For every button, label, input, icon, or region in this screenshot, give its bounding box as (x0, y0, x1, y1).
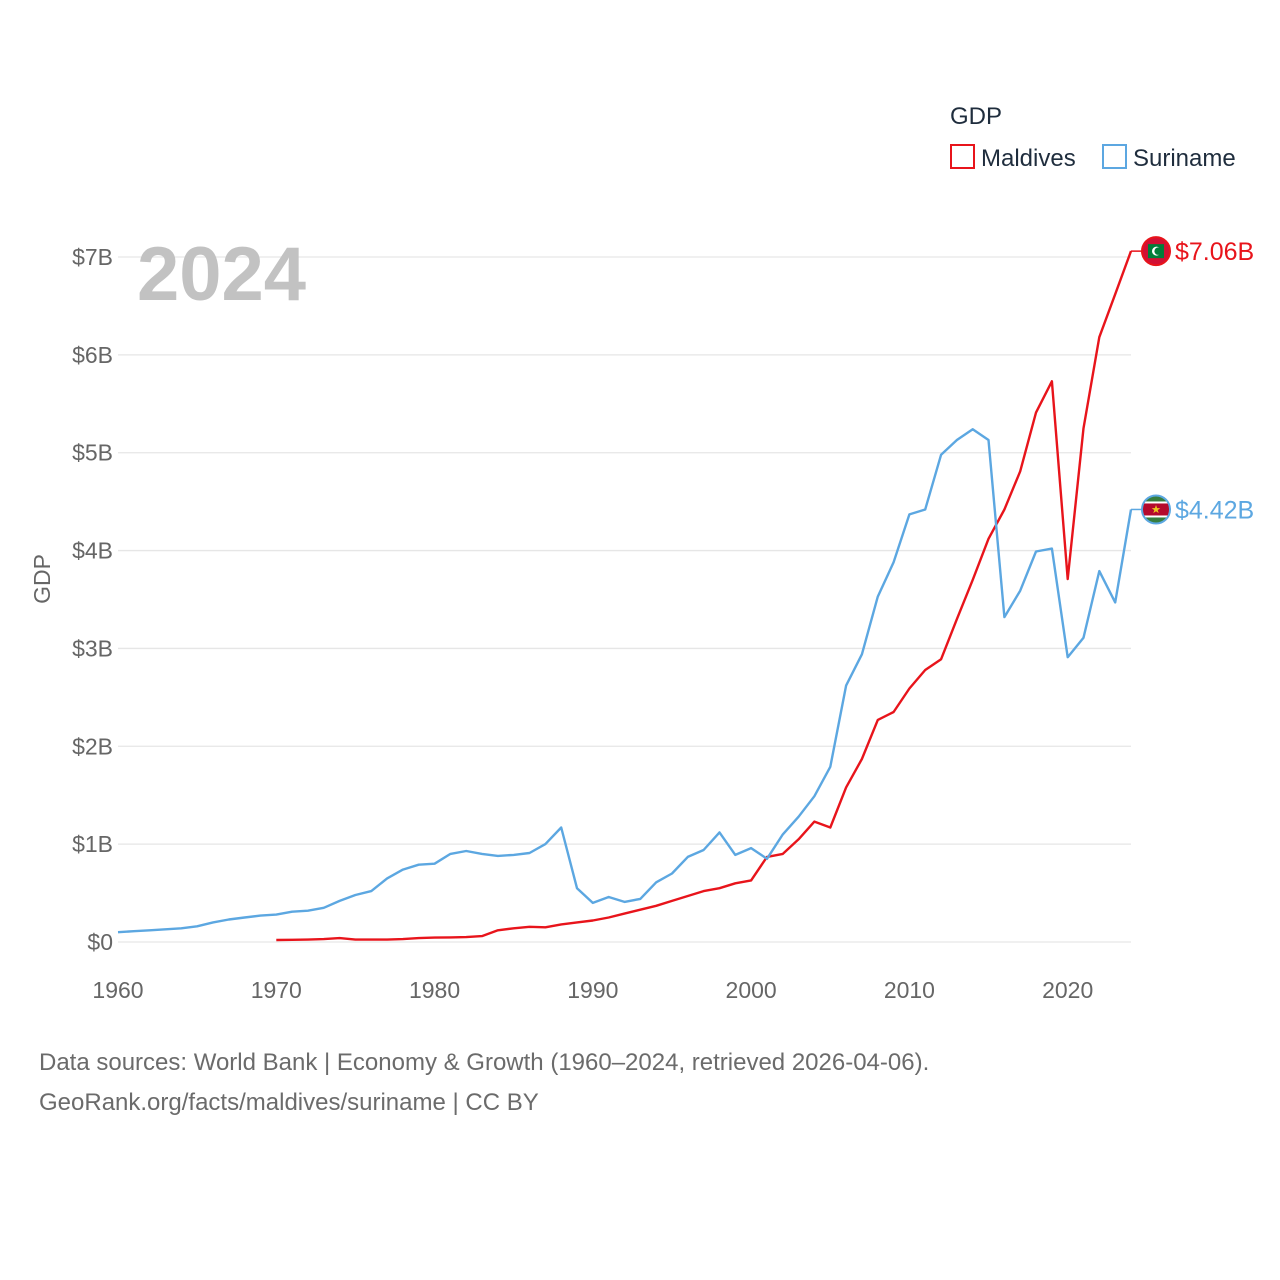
data-source-footer: Data sources: World Bank | Economy & Gro… (39, 1043, 1239, 1123)
y-tick-label: $3B (72, 635, 113, 661)
legend-swatch-suriname (1102, 144, 1127, 169)
x-tick-label: 1970 (251, 977, 302, 1003)
x-tick-label: 1980 (409, 977, 460, 1003)
x-tick-label: 2010 (884, 977, 935, 1003)
legend-title: GDP (950, 103, 1002, 130)
series-end-labels: $7.06B $4.42B (1131, 236, 1254, 525)
end-value-label-maldives: $7.06B (1175, 238, 1254, 266)
legend-item-suriname[interactable]: Suriname (1102, 144, 1236, 172)
x-axis-ticks: 1960 1970 1980 1990 2000 2010 2020 (92, 977, 1093, 1003)
legend-label-maldives: Maldives (981, 145, 1076, 172)
maldives-flag-icon (1141, 236, 1171, 267)
end-value-label-suriname: $4.42B (1175, 496, 1254, 524)
x-tick-label: 2020 (1042, 977, 1093, 1003)
source-line-1: Data sources: World Bank | Economy & Gro… (39, 1049, 930, 1076)
x-tick-label: 2000 (726, 977, 777, 1003)
y-tick-label: $6B (72, 342, 113, 368)
y-axis-label: GDP (29, 554, 55, 604)
year-label: 2024 (137, 232, 306, 317)
legend-label-suriname: Suriname (1133, 145, 1236, 172)
series-line-maldives (276, 250, 1133, 942)
series-line-suriname (117, 428, 1133, 934)
grid-lines (118, 256, 1131, 943)
source-line-2: GeoRank.org/facts/maldives/suriname | CC… (39, 1089, 539, 1116)
x-tick-label: 1990 (567, 977, 618, 1003)
y-tick-label: $1B (72, 831, 113, 857)
series-lines (117, 250, 1133, 942)
y-tick-label: $5B (72, 440, 113, 466)
legend-swatch-maldives (950, 144, 975, 169)
y-axis-ticks: $0 $1B $2B $3B $4B $5B $6B $7B (72, 244, 113, 955)
legend: GDP Maldives Suriname (950, 103, 1236, 172)
y-tick-label: $0 (87, 929, 113, 955)
y-tick-label: $2B (72, 733, 113, 759)
suriname-flag-icon (1141, 494, 1171, 525)
y-tick-label: $4B (72, 538, 113, 564)
y-tick-label: $7B (72, 244, 113, 270)
legend-item-maldives[interactable]: Maldives (950, 144, 1076, 172)
x-tick-label: 1960 (92, 977, 143, 1003)
